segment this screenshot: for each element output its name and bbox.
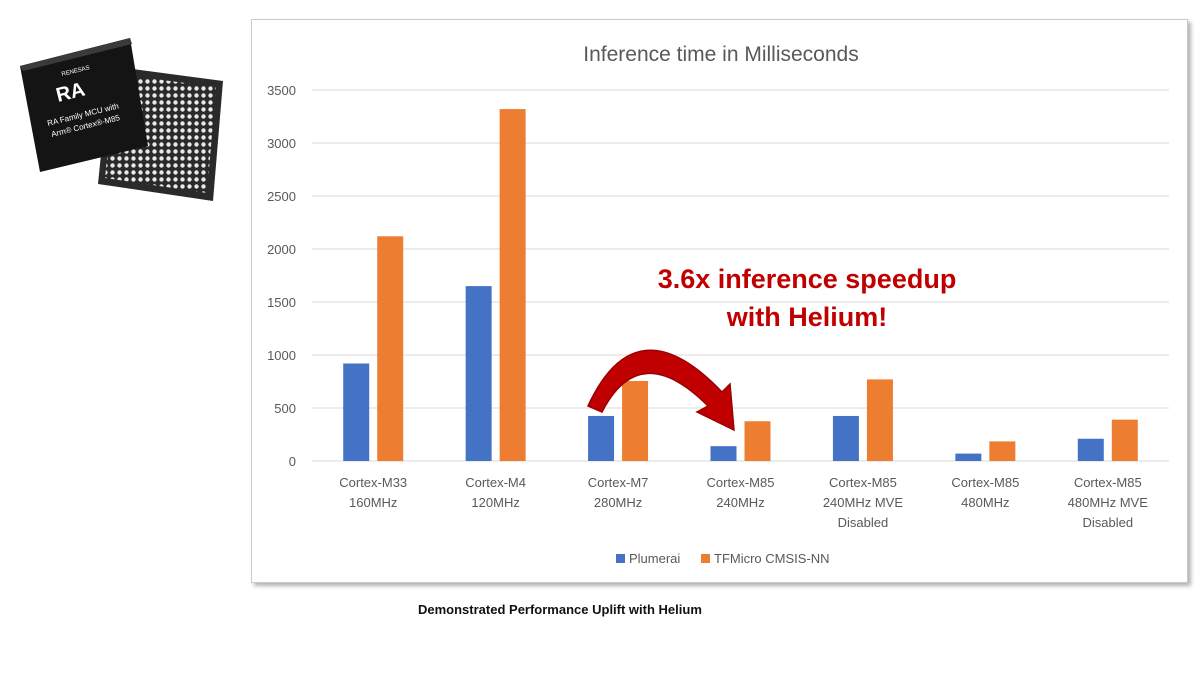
bar-plumerai-6 — [1077, 438, 1104, 461]
x-tick-label: 240MHz MVE — [823, 495, 904, 510]
annotation-line-2: with Helium! — [726, 302, 888, 332]
bar-chart: Inference time in Milliseconds 0 500 1000 1… — [267, 43, 1169, 566]
x-tick-label: Cortex-M85 — [951, 475, 1019, 490]
y-tick-label: 0 — [289, 454, 296, 469]
x-tick-label: Cortex-M85 — [829, 475, 897, 490]
legend-label-tfmicro: TFMicro CMSIS-NN — [714, 551, 830, 566]
x-axis-labels: Cortex-M33 160MHz Cortex-M4 120MHz Cortex-M7… — [339, 475, 1148, 530]
legend-swatch-plumerai — [616, 554, 625, 563]
bar-tfmicro-6 — [1111, 419, 1138, 461]
x-tick-label: 160MHz — [349, 495, 397, 510]
x-tick-label: Cortex-M7 — [588, 475, 649, 490]
legend: Plumerai TFMicro CMSIS-NN — [616, 551, 830, 566]
gridlines — [312, 89, 1169, 462]
bar-tfmicro-0 — [377, 236, 404, 461]
x-tick-label: 480MHz — [961, 495, 1009, 510]
legend-swatch-tfmicro — [701, 554, 710, 563]
x-tick-label: Disabled — [838, 515, 889, 530]
bar-tfmicro-2 — [622, 380, 649, 461]
bar-tfmicro-5 — [989, 441, 1016, 461]
renesas-ra-chip-image: RENESAS RA RA Family MCU with Arm® Corte… — [20, 38, 223, 201]
x-tick-label: Cortex-M85 — [1074, 475, 1142, 490]
x-tick-label: 480MHz MVE — [1068, 495, 1149, 510]
y-tick-label: 2000 — [267, 242, 296, 257]
chart-container: Inference time in Milliseconds 0 500 1000 1… — [251, 19, 1188, 583]
bar-tfmicro-4 — [866, 379, 893, 461]
y-tick-label: 1500 — [267, 295, 296, 310]
bars — [343, 109, 1138, 461]
bar-plumerai-4 — [832, 415, 859, 461]
bar-tfmicro-3 — [744, 421, 771, 461]
bar-tfmicro-1 — [499, 109, 526, 461]
legend-label-plumerai: Plumerai — [629, 551, 680, 566]
x-tick-label: Cortex-M33 — [339, 475, 407, 490]
y-tick-label: 3500 — [267, 83, 296, 98]
curved-arrow-icon — [586, 349, 735, 432]
bar-plumerai-1 — [465, 286, 492, 461]
y-tick-label: 2500 — [267, 189, 296, 204]
y-axis-ticks: 0 500 1000 1500 2000 2500 3000 3500 — [267, 83, 296, 469]
x-tick-label: 240MHz — [716, 495, 764, 510]
annotation-line-1: 3.6x inference speedup — [658, 264, 957, 294]
x-tick-label: 120MHz — [471, 495, 519, 510]
x-tick-label: Cortex-M85 — [707, 475, 775, 490]
speedup-annotation: 3.6x inference speedup with Helium! — [586, 264, 957, 432]
y-tick-label: 500 — [274, 401, 296, 416]
y-tick-label: 3000 — [267, 136, 296, 151]
chip-front: RENESAS RA RA Family MCU with Arm® Corte… — [20, 38, 148, 172]
chart-title: Inference time in Milliseconds — [583, 43, 858, 66]
bar-plumerai-0 — [343, 363, 370, 461]
x-tick-label: 280MHz — [594, 495, 642, 510]
figure-caption: Demonstrated Performance Uplift with Hel… — [418, 602, 702, 617]
bar-plumerai-5 — [955, 453, 982, 461]
y-tick-label: 1000 — [267, 348, 296, 363]
bar-plumerai-3 — [710, 446, 737, 461]
x-tick-label: Disabled — [1082, 515, 1133, 530]
x-tick-label: Cortex-M4 — [465, 475, 526, 490]
bar-plumerai-2 — [588, 415, 615, 461]
